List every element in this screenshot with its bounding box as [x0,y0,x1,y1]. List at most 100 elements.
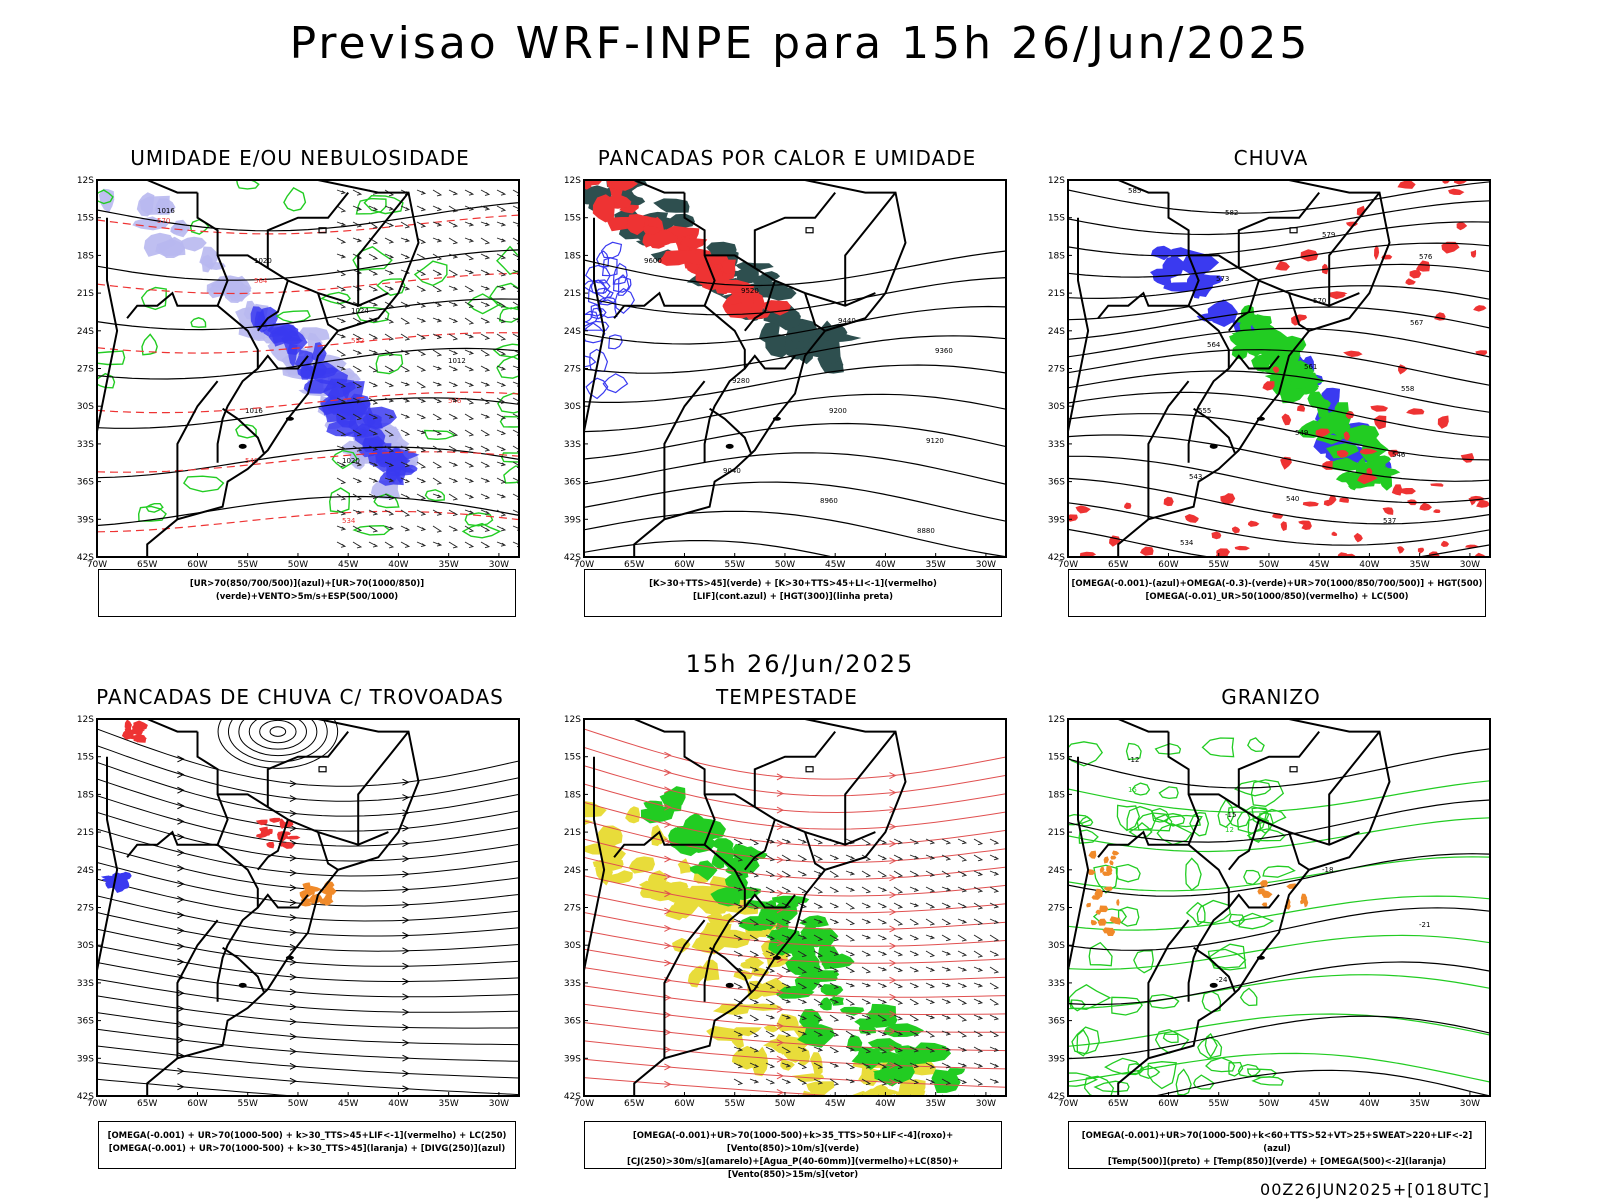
stream-arrow [664,751,672,759]
wind-vector [861,1014,872,1020]
red-blob [1328,494,1337,506]
lat-tick-label: 21S [564,828,581,838]
wind-vector [400,365,411,373]
lat-tick-label: 36S [77,478,94,488]
jet-yellow-blob [666,881,689,892]
wind-vector [464,445,475,451]
wind-vector [448,381,459,388]
lat-tick-label: 30S [1048,941,1065,951]
contour-label: 1020 [342,457,360,465]
wind-vector [480,541,491,549]
wind-vector [400,429,411,436]
green-contour [1076,1028,1090,1057]
weather-map: 585 582 579 576 573 570 567 564 561 558 555 549 546 5… [1048,176,1491,570]
green-contour [498,307,519,323]
border-line [709,407,752,454]
red-blob [1470,249,1477,258]
wind-vector [496,221,507,227]
contour-line [1068,306,1490,340]
lon-tick-label: 35W [438,1099,458,1109]
contour-label: 12 [1225,826,1234,834]
humidity-mid-blob [378,472,404,486]
wind-vector [829,902,840,909]
wind-vector [781,982,792,989]
lon-tick-label: 60W [674,560,694,570]
wind-vector [941,934,952,942]
streamline [97,795,519,847]
green-contour [497,392,519,414]
green-contour [1117,906,1140,927]
instability-teal-blob [808,336,841,365]
wind-vector [781,1078,792,1084]
wind-vector [416,397,427,403]
wind-vector [352,205,363,211]
wind850-green-blob [682,812,708,836]
wind-vector [861,998,872,1005]
stream-arrow [664,959,672,967]
wind-vector [432,349,443,357]
wind-vector [845,902,856,910]
border-line [604,180,685,194]
lon-tick-label: 55W [238,1099,258,1109]
wind-vector [384,253,395,259]
blue-contour [612,276,632,293]
wind-vector [336,477,347,485]
streamline [97,1012,519,1046]
wind-vector [400,509,411,517]
wind-vector [909,950,920,957]
lat-tick-label: 15S [1048,753,1065,763]
wind-vector [464,285,475,293]
contour-label: 564 [1207,341,1221,349]
lagoon [1209,982,1218,988]
jet-yellow-blob [647,870,667,884]
contour-line [1068,1013,1490,1047]
lagoon [238,443,247,449]
wind-vector [352,397,363,404]
lon-tick-label: 65W [624,560,644,570]
wind-vector [496,381,507,387]
weather-map: 1016102010241012101610205705645525465405… [77,176,520,570]
wind-vector [813,966,824,972]
wind-vector [781,886,792,893]
panel-granizo: GRANIZO 15 12 -12 -15 -18 -21 -24 12S 15S 18S 21S 2… [1036,685,1506,1155]
contour-label: 9200 [829,407,847,415]
lat-tick-label: 39S [564,1054,581,1064]
wind-vector [496,301,507,308]
wind-vector [813,854,824,861]
lon-tick-label: 60W [1158,560,1178,570]
wind-vector [861,1046,872,1054]
wind-vector [781,998,792,1004]
cluster-blob [282,842,295,849]
legend-line: [OMEGA(-0.001) + UR>70(1000-500) + k>30_… [108,1144,506,1154]
wind-vector [765,1062,776,1069]
border-line [1193,407,1236,454]
wind-vector [368,365,379,373]
stream-arrow [289,869,298,877]
contour-line [1068,748,1490,789]
border-line [709,946,752,993]
wind-vector [957,918,968,924]
border-line [1288,831,1310,871]
wind-vector [400,445,411,452]
instability-red-blob [729,282,743,294]
stream-arrow [402,794,410,801]
wind-vector [973,870,984,877]
stream-arrow [889,993,897,1001]
stream-arrow [177,895,185,903]
lat-tick-label: 36S [1048,1017,1065,1027]
lat-tick-label: 42S [1048,553,1065,563]
border-line [753,730,836,807]
border-line [126,830,218,858]
red-blob [1301,522,1312,530]
cluster-blob [259,826,268,833]
green-contour [97,350,126,366]
wind-vector [464,493,475,499]
border-line [146,719,420,1096]
streamline [584,728,1006,780]
wind-vector [432,477,443,485]
map-frame [1067,179,1491,558]
border-line [117,719,198,733]
wind-vector [496,189,507,196]
stream-arrow [177,958,185,966]
